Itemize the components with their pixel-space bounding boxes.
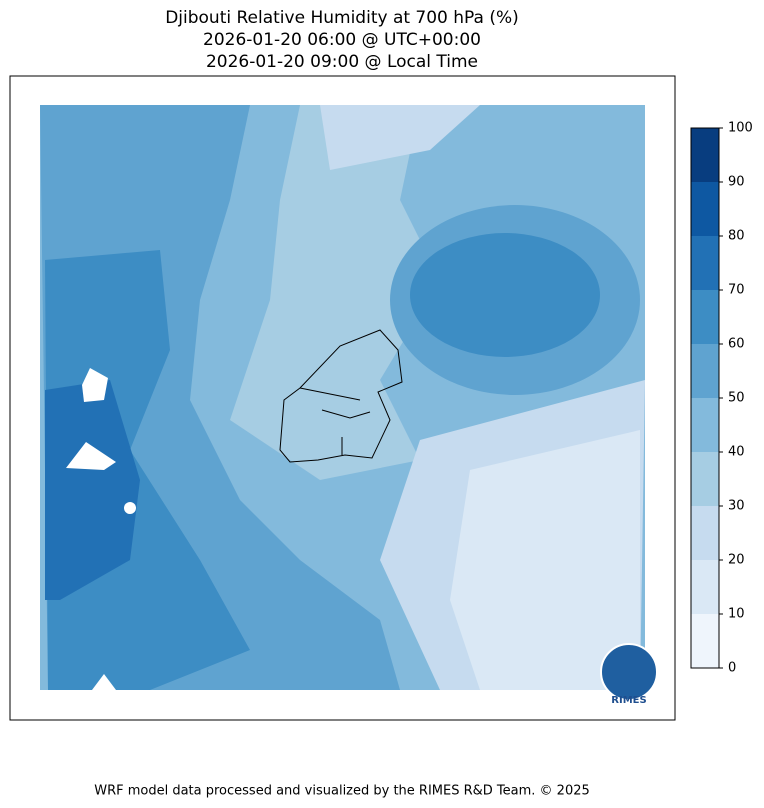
colorbar-tick-label: 90 <box>728 175 745 190</box>
field <box>45 250 250 690</box>
field <box>230 105 440 480</box>
missing-data <box>82 368 108 402</box>
map-frame <box>9 75 676 721</box>
colorbar-tick-label: 20 <box>728 553 745 568</box>
colorbar-segment <box>691 452 719 506</box>
map <box>9 75 676 721</box>
colorbar-tick-label: 30 <box>728 499 745 514</box>
title-line: 2026-01-20 06:00 @ UTC+00:00 <box>203 30 481 50</box>
logo-label: RIMES <box>611 695 646 706</box>
colorbar-tick-label: 40 <box>728 445 745 460</box>
colorbar-tick-label: 50 <box>728 391 745 406</box>
colorbar-segment <box>691 398 719 452</box>
colorbar-segment <box>691 290 719 344</box>
colorbar: 0 10 20 30 40 50 60 70 80 90 100 <box>690 121 753 676</box>
field <box>410 233 600 357</box>
title-line: Djibouti Relative Humidity at 700 hPa (%… <box>165 8 519 28</box>
colorbar-tick-label: 0 <box>728 661 736 676</box>
colorbar-segment <box>691 344 719 398</box>
colorbar-tick-label: 70 <box>728 283 745 298</box>
colorbar-tick-label: 80 <box>728 229 745 244</box>
missing-data <box>92 674 116 690</box>
missing-data <box>66 442 116 470</box>
colorbar-segment <box>691 128 719 182</box>
colorbar-segment <box>691 506 719 560</box>
logo <box>600 643 658 701</box>
colorbar-tick-label: 10 <box>728 607 745 622</box>
colorbar-segment <box>691 182 719 236</box>
footer: WRF model data processed and visualized … <box>94 784 590 799</box>
colorbar-tick-label: 60 <box>728 337 745 352</box>
country-border <box>279 329 403 463</box>
colorbar-segment <box>691 560 719 614</box>
colorbar-segment <box>691 236 719 290</box>
field <box>320 105 480 170</box>
missing-data <box>124 502 136 514</box>
field <box>45 380 140 600</box>
field <box>450 430 640 690</box>
colorbar-segment <box>691 614 719 668</box>
colorbar-tick-label: 100 <box>728 121 753 136</box>
title-line: 2026-01-20 09:00 @ Local Time <box>206 52 478 72</box>
